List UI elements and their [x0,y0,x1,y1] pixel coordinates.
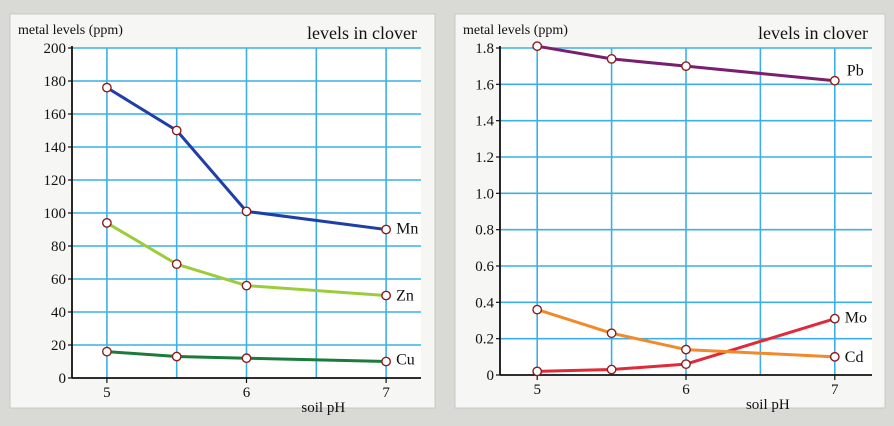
y-tick-label: 160 [44,107,67,123]
series-label: Pb [847,63,864,80]
x-tick-label: 5 [103,385,111,401]
series-mo: Mo [532,310,867,377]
gridlines [500,47,872,375]
series-cd: Cd [532,304,864,366]
data-point [532,366,543,377]
y-tick-label: 180 [44,74,67,90]
data-point [681,344,691,355]
data-point [381,356,391,367]
series-line [106,350,387,363]
x-tick-label: 7 [831,382,839,398]
series-pb: Pb [532,41,864,86]
gridlines [72,47,421,378]
y-tick-label: 0.2 [475,332,494,348]
data-point [532,41,543,52]
y-axis-title: metal levels (ppm) [18,23,123,38]
series-line [536,44,835,83]
y-tick-label: 140 [44,140,67,156]
series-line [106,221,387,297]
data-point [681,61,691,72]
y-tick-label: 0.8 [475,223,494,239]
y-tick-label: 1.8 [475,41,494,57]
y-tick-label: 0 [59,371,67,387]
data-point [102,217,112,228]
data-point [829,75,840,86]
x-tick-label: 5 [533,382,541,398]
x-axis-title: soil pH [301,400,345,416]
data-point [171,351,182,362]
series-zn: Zn [102,217,414,305]
data-point [606,328,617,339]
series-label: Zn [396,288,414,305]
series-line [536,308,835,359]
y-tick-label: 1.2 [475,150,494,166]
y-tick-label: 1.6 [475,77,494,93]
data-point [102,346,112,357]
data-point [102,82,112,93]
data-point [241,353,252,364]
y-tick-label: 1.4 [475,114,494,130]
series-label: Cd [845,349,864,366]
y-tick-label: 0 [487,368,495,384]
series-label: Cu [396,352,415,369]
data-point [381,290,391,301]
data-point [241,206,252,217]
y-tick-label: 0.6 [475,259,494,275]
chart-title: levels in clover [307,23,417,43]
x-tick-label: 6 [682,382,690,398]
y-tick-label: 0.4 [475,295,494,311]
x-tick-label: 7 [382,385,390,401]
series-line [537,317,836,373]
series-cu: Cu [102,346,415,369]
series-mn: Mn [102,82,418,238]
data-point [241,280,252,291]
y-tick-label: 120 [44,173,67,189]
chart-panel-1: 0 20 40 60 80 100 120 140 160 180 200 5 6 7 metal leve… [9,13,436,416]
y-tick-label: 20 [51,338,66,354]
data-point [606,54,617,64]
y-tick-label: 100 [44,206,67,222]
data-point [829,313,840,324]
chart-panel-2: 0 0.2 0.4 0.6 0.8 1.0 1.2 1.4 1.6 1.8 5 6 7 metal lev… [454,13,886,413]
data-point [606,364,617,375]
y-tick-label: 1.0 [475,186,494,202]
data-point [171,125,182,136]
y-tick-label: 60 [51,272,66,288]
series-label: Mo [845,310,867,327]
y-tick-label: 200 [44,41,67,57]
data-point [381,224,391,235]
y-tick-label: 80 [51,239,66,255]
series-line [106,86,387,231]
data-point [532,304,543,315]
series-label: Mn [396,221,418,238]
x-tick-label: 6 [243,385,251,401]
data-point [171,259,182,270]
y-tick-label: 40 [51,305,66,321]
x-axis-title: soil pH [746,397,790,413]
data-point [681,359,691,369]
data-point [829,351,840,362]
y-axis-title: metal levels (ppm) [463,23,568,38]
chart-title: levels in clover [758,23,868,43]
